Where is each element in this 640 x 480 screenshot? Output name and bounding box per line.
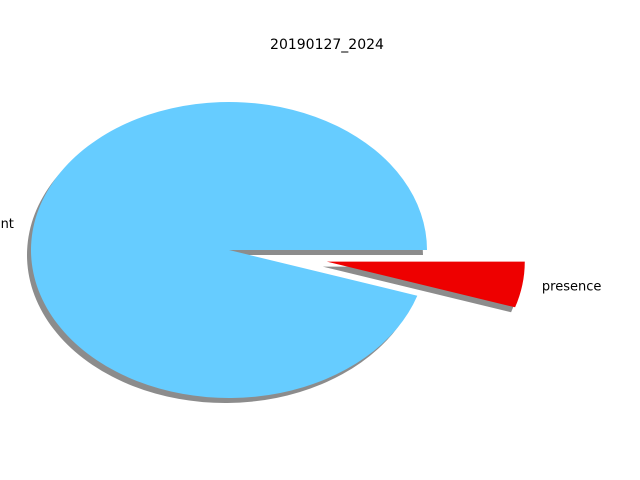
slice-label-absent: absent bbox=[0, 217, 14, 232]
chart-title: 20190127_2024 bbox=[270, 37, 384, 53]
slice-label-presence: presence bbox=[542, 280, 601, 295]
pie-slice-presence bbox=[326, 261, 525, 308]
slice-labels: absent presence bbox=[0, 217, 601, 295]
pie-slice-absent bbox=[30, 101, 427, 398]
pie-slices bbox=[30, 101, 525, 398]
